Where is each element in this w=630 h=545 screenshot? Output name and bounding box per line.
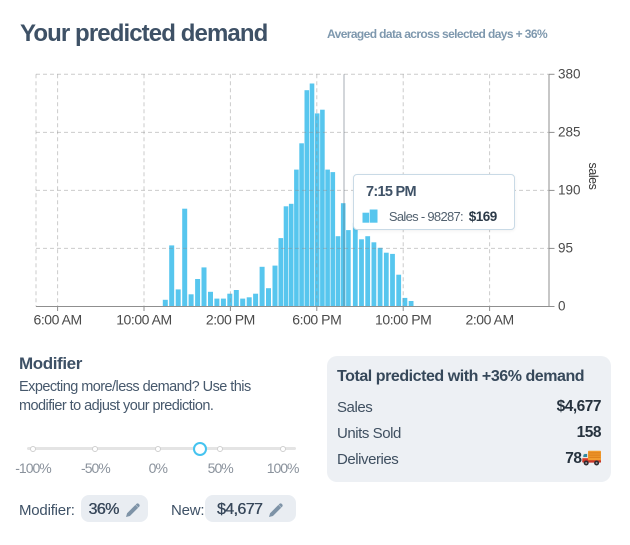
svg-text:10:00 PM: 10:00 PM bbox=[375, 312, 431, 328]
svg-text:10:00 AM: 10:00 AM bbox=[116, 312, 172, 328]
svg-text:190: 190 bbox=[558, 183, 581, 198]
svg-text:sales: sales bbox=[586, 163, 600, 190]
svg-text:2:00 PM: 2:00 PM bbox=[206, 312, 255, 328]
svg-text:380: 380 bbox=[558, 67, 581, 82]
svg-text:2:00 AM: 2:00 AM bbox=[465, 312, 513, 328]
svg-text:6:00 PM: 6:00 PM bbox=[292, 312, 341, 328]
svg-text:285: 285 bbox=[558, 125, 581, 140]
svg-text:6:00 AM: 6:00 AM bbox=[33, 312, 81, 328]
svg-text:0: 0 bbox=[558, 299, 566, 314]
svg-text:95: 95 bbox=[558, 241, 573, 256]
